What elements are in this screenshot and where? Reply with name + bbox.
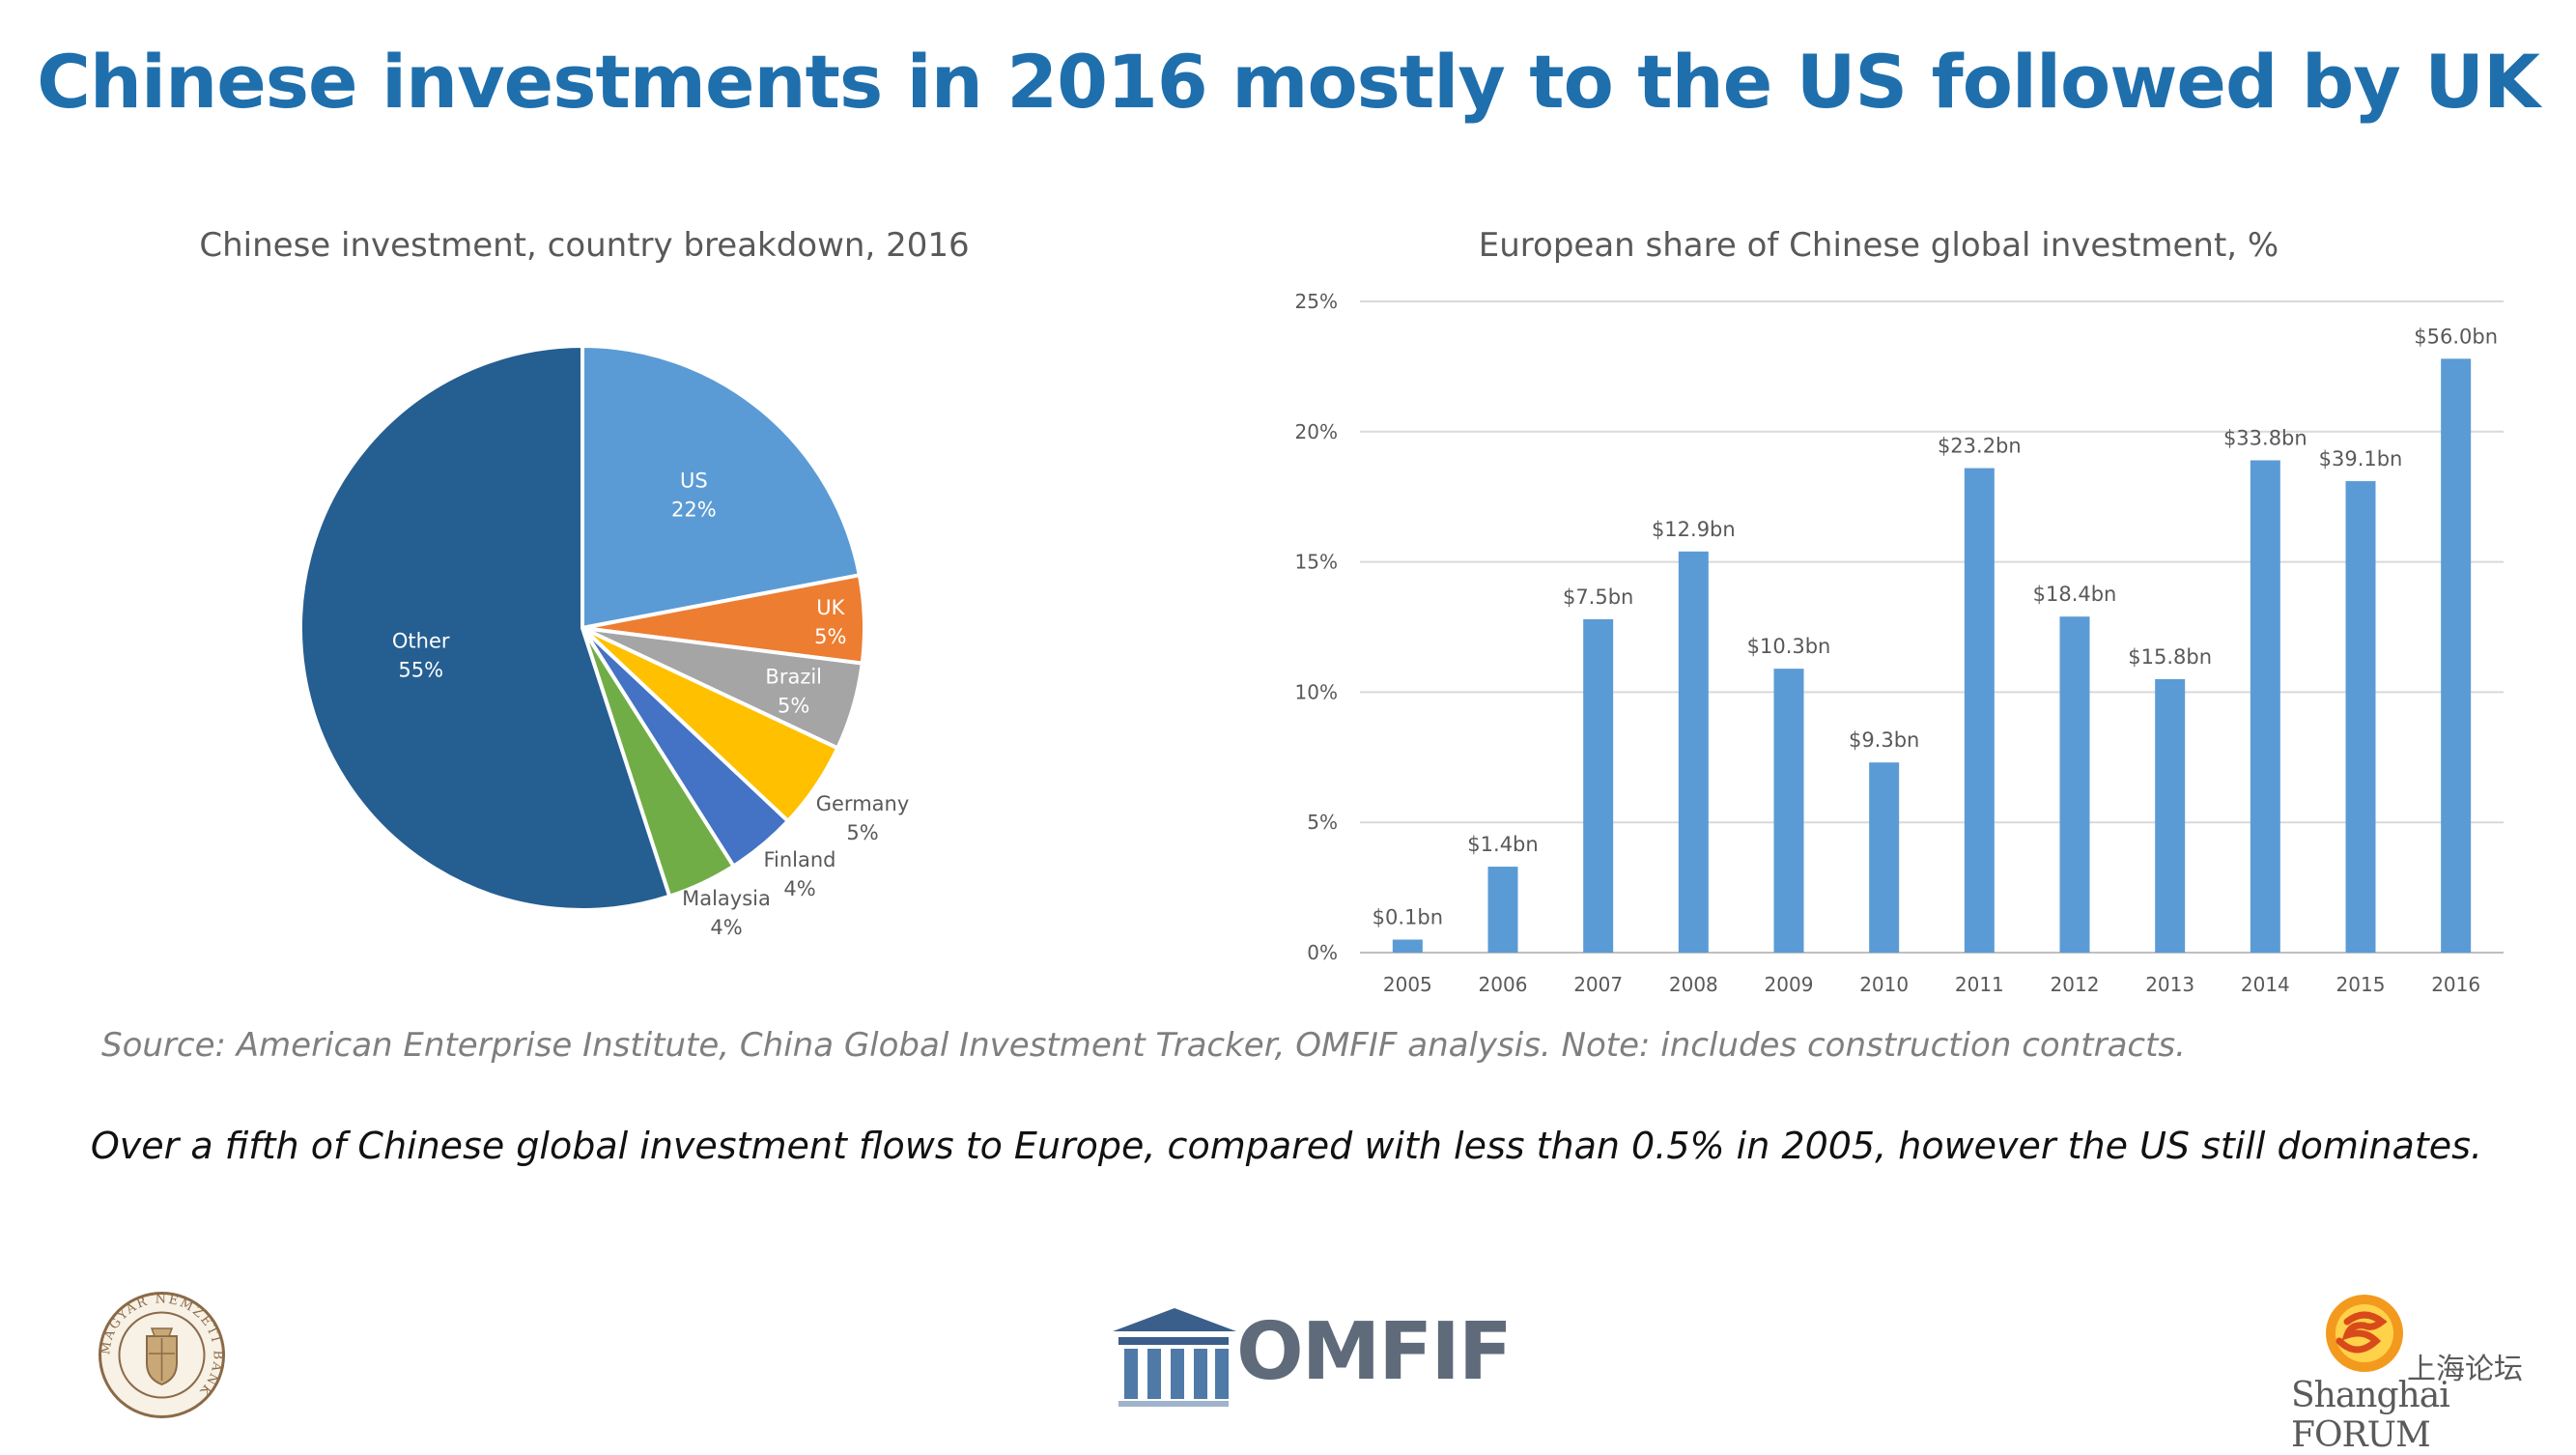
bar-2010	[1869, 762, 1900, 953]
bar-2011	[1964, 468, 1995, 953]
bar-2009	[1773, 669, 1804, 953]
pie-slice-other	[298, 343, 672, 912]
source-note: Source: American Enterprise Institute, C…	[101, 1026, 2186, 1065]
data-label-2015: $39.1bn	[2319, 447, 2403, 471]
bar-2012	[2059, 616, 2090, 953]
x-tick-label: 2011	[1955, 973, 2004, 996]
bar-chart-title: European share of Chinese global investm…	[1478, 226, 2279, 265]
y-tick-label: 20%	[1295, 420, 1338, 443]
pie-value-uk: 5%	[814, 625, 846, 648]
x-tick-label: 2008	[1669, 973, 1718, 996]
data-label-2008: $12.9bn	[1652, 518, 1736, 541]
omfif-logo	[1113, 1308, 1236, 1407]
pie-slice-us	[580, 343, 863, 631]
bar-2006	[1487, 867, 1518, 953]
bar-2007	[1583, 618, 1614, 953]
x-tick-label: 2014	[2241, 973, 2290, 996]
pie-value-us: 22%	[671, 499, 717, 522]
shanghai-forum-logo	[2326, 1295, 2403, 1372]
x-tick-label: 2009	[1765, 973, 1814, 996]
x-tick-label: 2013	[2145, 973, 2194, 996]
pie-label-germany: Germany	[816, 792, 910, 815]
data-label-2005: $0.1bn	[1373, 906, 1443, 929]
data-label-2012: $18.4bn	[2033, 583, 2117, 606]
pie-label-finland: Finland	[763, 848, 835, 871]
pie-label-malaysia: Malaysia	[682, 887, 771, 910]
bar-2005	[1392, 939, 1423, 953]
x-tick-label: 2012	[2051, 973, 2100, 996]
x-tick-label: 2016	[2431, 973, 2480, 996]
data-label-2013: $15.8bn	[2128, 645, 2212, 669]
pie-label-uk: UK	[816, 596, 845, 619]
x-tick-label: 2007	[1573, 973, 1623, 996]
bar-2015	[2345, 481, 2376, 953]
shanghai-forum-chinese-text: 上海论坛	[2407, 1353, 2523, 1386]
data-label-2011: $23.2bn	[1938, 435, 2022, 458]
data-label-2016: $56.0bn	[2414, 325, 2498, 348]
shanghai-forum-english-text: Shanghai FORUM	[2291, 1376, 2450, 1455]
bar-2016	[2441, 358, 2472, 953]
bar-2014	[2250, 460, 2280, 953]
mnb-seal-logo: MAGYAR NEMZETI BANK	[99, 1292, 225, 1418]
omfif-wordmark: OMFIF	[1236, 1306, 1513, 1398]
y-tick-label: 25%	[1295, 290, 1338, 313]
x-tick-label: 2010	[1859, 973, 1909, 996]
bar-2013	[2155, 678, 2186, 953]
y-tick-label: 0%	[1307, 941, 1338, 964]
x-tick-label: 2006	[1479, 973, 1528, 996]
data-label-2010: $9.3bn	[1849, 728, 1919, 752]
pie-value-brazil: 5%	[778, 695, 809, 718]
y-tick-label: 5%	[1307, 811, 1338, 834]
data-label-2007: $7.5bn	[1563, 585, 1633, 609]
y-tick-label: 15%	[1295, 551, 1338, 574]
summary-text: Over a fifth of Chinese global investmen…	[90, 1125, 2482, 1167]
x-tick-label: 2005	[1383, 973, 1432, 996]
pie-label-us: US	[680, 470, 708, 493]
pie-value-malaysia: 4%	[710, 916, 742, 939]
y-tick-label: 10%	[1295, 680, 1338, 703]
pie-value-other: 55%	[398, 658, 443, 681]
pie-value-finland: 4%	[783, 877, 815, 900]
pie-label-brazil: Brazil	[765, 666, 822, 689]
pie-value-germany: 5%	[846, 821, 878, 844]
pie-label-other: Other	[392, 629, 450, 652]
data-label-2009: $10.3bn	[1747, 635, 1831, 658]
data-label-2014: $33.8bn	[2223, 426, 2307, 449]
bar-2008	[1678, 551, 1709, 953]
data-label-2006: $1.4bn	[1467, 833, 1538, 856]
pie-chart-title: Chinese investment, country breakdown, 2…	[199, 226, 970, 265]
slide-title: Chinese investments in 2016 mostly to th…	[37, 39, 2540, 125]
x-tick-label: 2015	[2336, 973, 2386, 996]
